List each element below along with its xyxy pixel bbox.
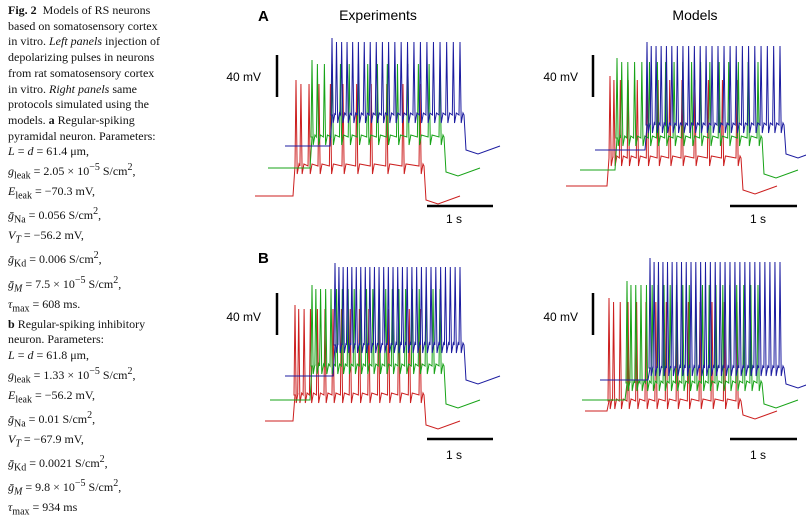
voltage-scale-label-a-exp: 40 mV <box>226 70 261 84</box>
caption-line-7: protocols simulated using the <box>8 97 149 112</box>
caption-line-3: in vitro. Left panels injection of <box>8 34 160 49</box>
scale-bars: 40 mV 40 mV 40 mV 40 mV 1 s 1 s 1 s 1 s <box>226 55 797 462</box>
caption-line-8: models. a Regular-spiking <box>8 112 135 127</box>
caption-fig-label: Fig. 2 <box>8 3 37 17</box>
caption-line-b2: neuron. Parameters: <box>8 332 104 347</box>
caption-line-5: from rat somatosensory cortex <box>8 65 155 80</box>
b-param-7: τmax = 934 ms <box>8 500 78 518</box>
caption-line-4: depolarizing pulses in neurons <box>8 50 155 65</box>
time-scale-label-a-model: 1 s <box>750 212 766 226</box>
panel-label-A: A <box>258 8 269 25</box>
a-param-5: ḡKd = 0.006 S/cm2, <box>8 250 102 270</box>
b-param-5: ḡKd = 0.0021 S/cm2, <box>8 454 108 474</box>
time-scale-label-b-model: 1 s <box>750 448 766 462</box>
trace-b-mod-blue <box>600 257 806 389</box>
panel-label-B: B <box>258 250 269 267</box>
time-scale-label-b-exp: 1 s <box>446 448 462 462</box>
voltage-traces-figure: A B Experiments Models 40 mV 40 mV 40 mV… <box>226 7 806 462</box>
b-param-3: ḡNa = 0.01 S/cm2, <box>8 409 96 430</box>
trace-b-mod-green <box>582 280 799 409</box>
caption-line-9: pyramidal neuron. Parameters: <box>8 128 156 143</box>
voltage-scale-label-b-exp: 40 mV <box>226 310 261 324</box>
trace-b-exp-red <box>265 304 461 430</box>
b-param-1: gleak = 1.33 × 10−5 S/cm2, <box>8 365 136 386</box>
voltage-scale-label-a-model: 40 mV <box>543 70 578 84</box>
caption-a-label: a <box>48 112 55 127</box>
b-param-2: Eleak = −56.2 mV, <box>8 387 95 406</box>
a-param-4: VT = −56.2 mV, <box>8 228 84 246</box>
a-param-1: gleak = 2.05 × 10−5 S/cm2, <box>8 162 136 182</box>
trace-a-mod-green <box>580 57 799 179</box>
a-param-3: ḡNa = 0.056 S/cm2, <box>8 206 102 226</box>
trace-a-exp-red <box>255 79 461 205</box>
trace-layer <box>255 37 806 430</box>
trace-a-mod-blue <box>595 41 806 159</box>
b-param-0: L = d = 61.8 μm, <box>8 348 90 363</box>
caption-left-panels-label: Left panels <box>49 34 102 49</box>
caption-line-1: Fig. 2 Models of RS neurons <box>8 3 151 17</box>
a-param-7: τmax = 608 ms. <box>8 296 81 314</box>
trace-a-exp-blue <box>285 37 501 155</box>
voltage-scale-label-b-model: 40 mV <box>543 310 578 324</box>
caption-line-b1: b Regular-spiking inhibitory <box>8 316 146 331</box>
caption-line-6: in vitro. Right panels same <box>8 81 137 96</box>
b-param-4: VT = −67.9 mV, <box>8 432 84 450</box>
time-scale-label-a-exp: 1 s <box>446 212 462 226</box>
column-title-experiments: Experiments <box>339 7 417 23</box>
a-param-2: Eleak = −70.3 mV, <box>8 184 95 202</box>
caption-b-label: b <box>8 316 15 331</box>
figure-caption: Fig. 2 Models of RS neurons based on som… <box>8 3 196 520</box>
caption-line-2: based on somatosensory cortex <box>8 18 158 33</box>
trace-b-exp-blue <box>285 262 501 385</box>
caption-right-panels-label: Right panels <box>49 81 110 96</box>
trace-a-exp-green <box>268 59 481 177</box>
column-title-models: Models <box>672 7 717 23</box>
b-param-6: ḡM = 9.8 × 10−5 S/cm2, <box>8 478 122 498</box>
a-param-6: ḡM = 7.5 × 10−5 S/cm2, <box>8 274 122 294</box>
trace-b-exp-green <box>270 284 481 409</box>
a-param-0: L = d = 61.4 μm, <box>8 144 90 159</box>
